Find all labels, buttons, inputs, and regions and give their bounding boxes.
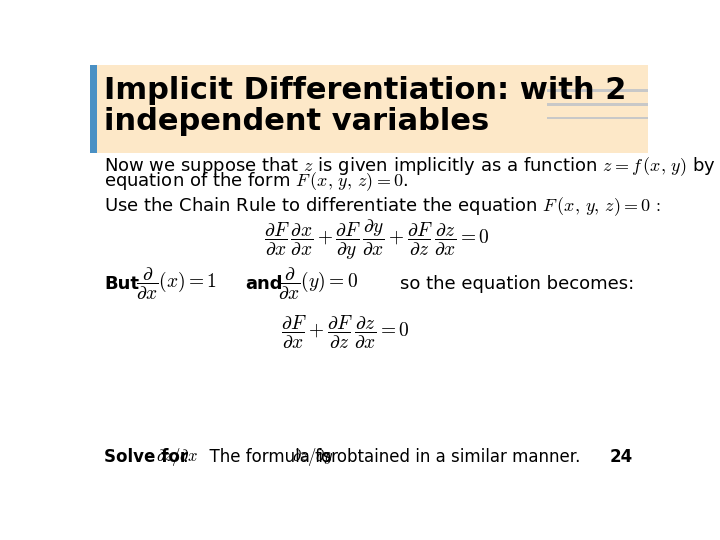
Text: .    The formula for: . The formula for — [178, 449, 343, 467]
Text: equation of the form $F\,(x,\,y,\,z) = 0$.: equation of the form $F\,(x,\,y,\,z) = 0… — [104, 171, 408, 193]
Text: But: But — [104, 275, 139, 293]
Bar — [90, 65, 97, 153]
Text: $\partial z/\partial x$: $\partial z/\partial x$ — [156, 447, 199, 469]
Text: Now we suppose that $z$ is given implicitly as a function $z = f\,(x,\,y)$ by an: Now we suppose that $z$ is given implici… — [104, 155, 720, 178]
Text: and: and — [245, 275, 282, 293]
Bar — [90, 65, 648, 153]
Text: $\dfrac{\partial F}{\partial x}\,\dfrac{\partial x}{\partial x} + \dfrac{\partia: $\dfrac{\partial F}{\partial x}\,\dfrac{… — [264, 218, 490, 261]
Text: $\dfrac{\partial}{\partial x}(y) = 0$: $\dfrac{\partial}{\partial x}(y) = 0$ — [277, 266, 358, 302]
Bar — [547, 103, 648, 106]
Text: Use the Chain Rule to differentiate the equation $F\,(x,\,y,\,z) = 0\,:$: Use the Chain Rule to differentiate the … — [104, 195, 661, 218]
Text: $\dfrac{\partial}{\partial x}(x) = 1$: $\dfrac{\partial}{\partial x}(x) = 1$ — [137, 266, 217, 302]
Text: Solve for: Solve for — [104, 449, 194, 467]
Bar — [547, 117, 648, 119]
Bar — [547, 90, 648, 92]
Text: $\dfrac{\partial F}{\partial x} + \dfrac{\partial F}{\partial z}\,\dfrac{\partia: $\dfrac{\partial F}{\partial x} + \dfrac… — [282, 314, 410, 352]
Text: so the equation becomes:: so the equation becomes: — [400, 275, 634, 293]
Text: Implicit Differentiation: with 2: Implicit Differentiation: with 2 — [104, 76, 626, 105]
Text: is obtained in a similar manner.: is obtained in a similar manner. — [313, 449, 580, 467]
Text: 24: 24 — [609, 449, 632, 467]
Text: independent variables: independent variables — [104, 107, 489, 136]
Text: $\partial z/\partial y$: $\partial z/\partial y$ — [292, 447, 333, 469]
